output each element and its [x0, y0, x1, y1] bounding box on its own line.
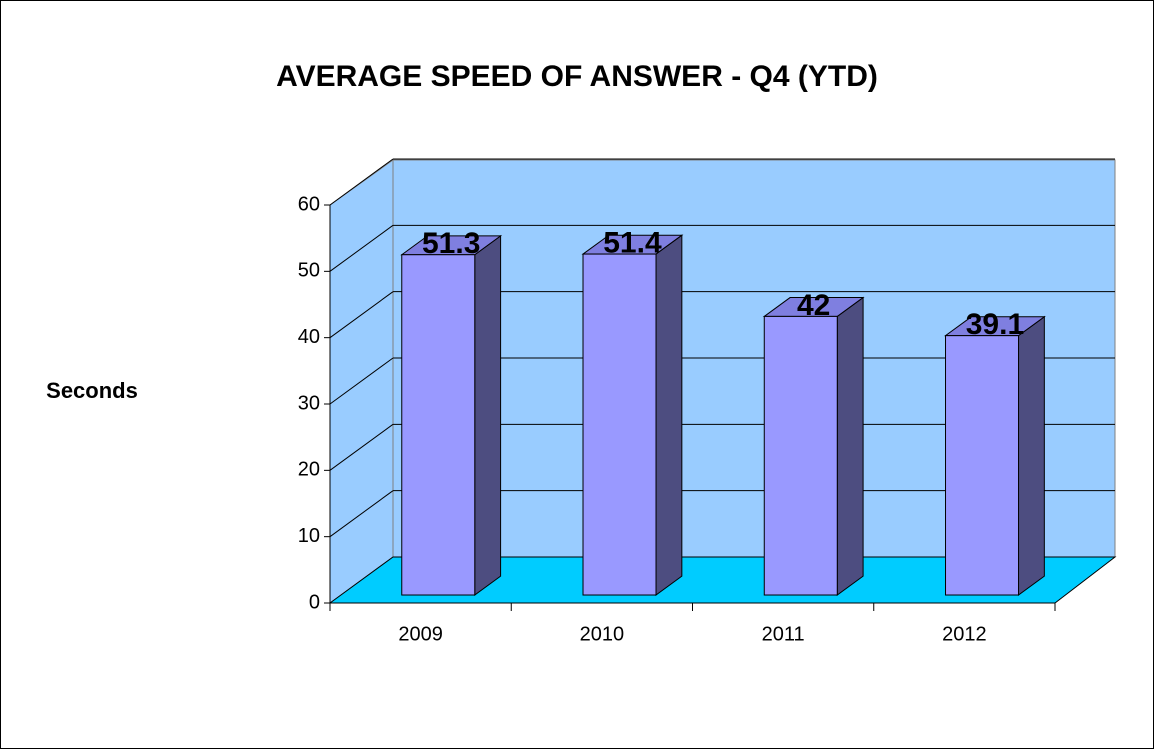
- value-label: 42: [797, 289, 830, 322]
- floor: [328, 556, 1117, 604]
- y-tick-label: 40: [298, 326, 320, 348]
- chart-title: AVERAGE SPEED OF ANSWER - Q4 (YTD): [276, 60, 878, 93]
- bar: [763, 315, 838, 596]
- bar-side: [655, 234, 683, 596]
- y-tick-label: 60: [298, 193, 320, 215]
- bar: [945, 335, 1020, 596]
- bar: [582, 253, 657, 596]
- bar-side: [836, 296, 864, 596]
- grid-line: [329, 423, 394, 471]
- value-label: 39.1: [966, 308, 1024, 341]
- grid-line: [329, 490, 394, 538]
- y-tick-label: 10: [298, 525, 320, 547]
- grid-line: [329, 224, 394, 272]
- y-tick-label: 0: [309, 591, 320, 613]
- value-label: 51.4: [603, 227, 662, 260]
- bar: [401, 254, 476, 596]
- y-tick-label: 30: [298, 392, 320, 414]
- x-tick-label: 2012: [942, 623, 987, 645]
- y-tick-label: 50: [298, 260, 320, 282]
- bar-side: [1018, 315, 1045, 596]
- y-tick-label: 20: [298, 459, 320, 481]
- grid-line: [329, 291, 394, 339]
- grid-line: [329, 357, 394, 405]
- y-axis-title: Seconds: [46, 378, 138, 403]
- x-tick-label: 2009: [398, 623, 443, 645]
- x-tick-label: 2011: [762, 623, 805, 645]
- grid-line: [329, 158, 394, 206]
- x-tick-label: 2010: [580, 623, 625, 645]
- bar-side: [474, 234, 502, 596]
- value-label: 51.3: [422, 227, 480, 260]
